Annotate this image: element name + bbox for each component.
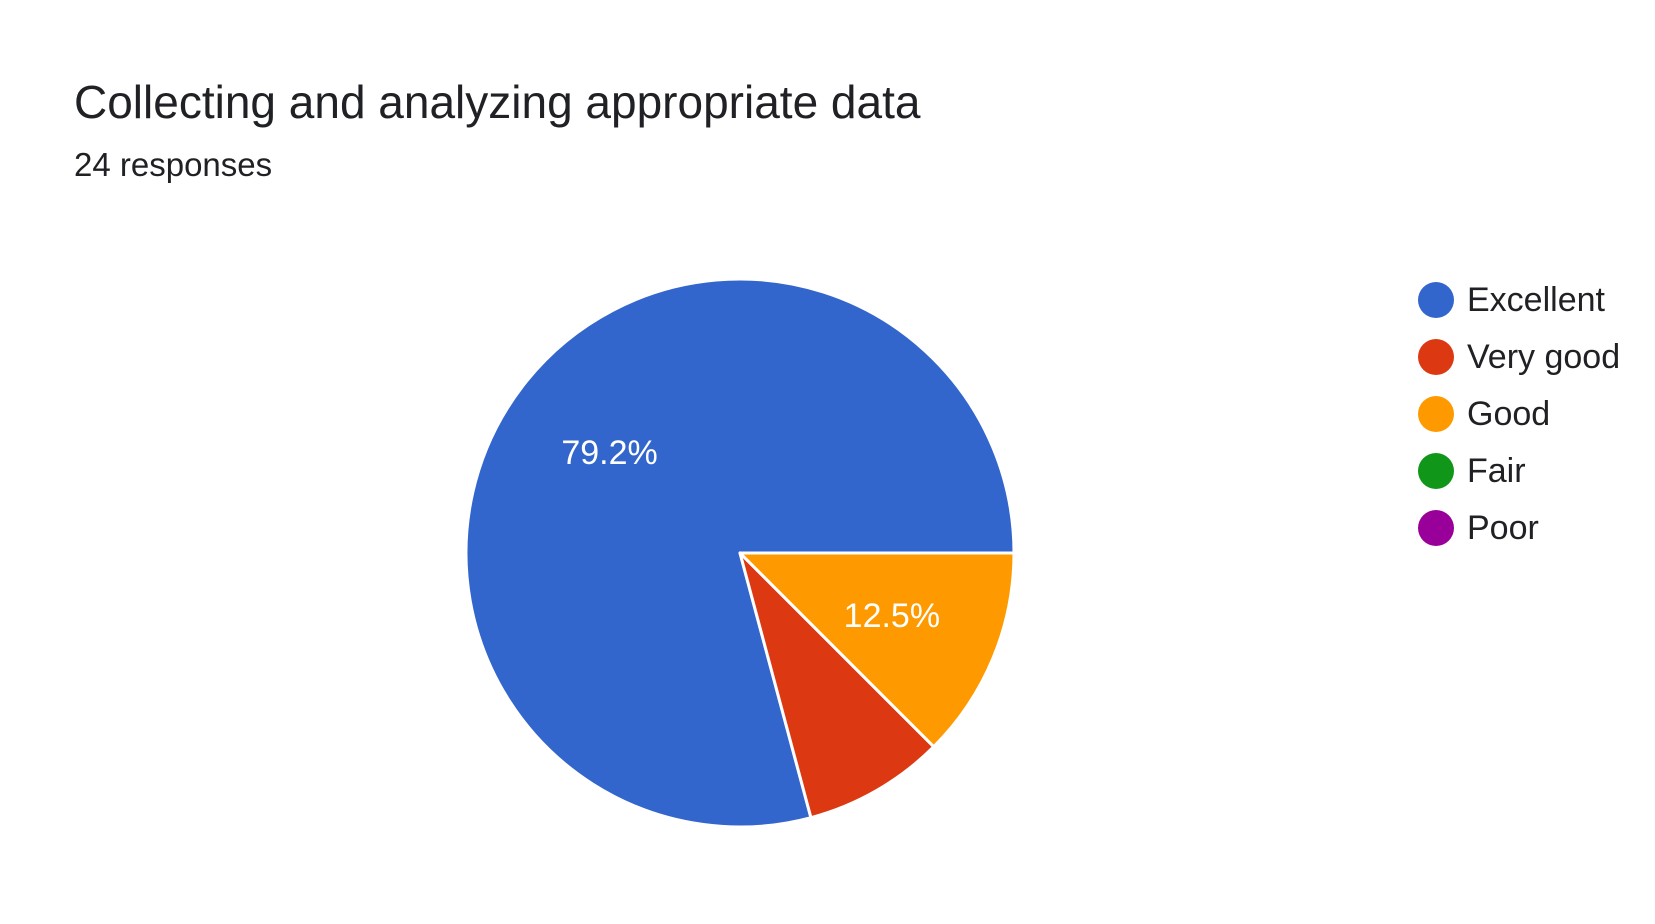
legend-swatch-fair bbox=[1418, 453, 1454, 489]
legend-swatch-good bbox=[1418, 396, 1454, 432]
pie-slice-excellent[interactable] bbox=[464, 277, 1016, 829]
response-count: 24 responses bbox=[74, 146, 273, 183]
legend-label-poor: Poor bbox=[1467, 509, 1539, 547]
legend-swatch-excellent bbox=[1418, 282, 1454, 318]
legend-swatch-very-good bbox=[1418, 339, 1454, 375]
pie-slice-good[interactable] bbox=[738, 551, 1016, 749]
pie-label-excellent: 79.2% bbox=[561, 434, 657, 472]
legend-label-good: Good bbox=[1467, 395, 1551, 433]
legend-label-very-good: Very good bbox=[1467, 338, 1621, 376]
legend-swatch-poor bbox=[1418, 510, 1454, 546]
pie-slice-very-good[interactable] bbox=[738, 551, 936, 820]
chart-title: Collecting and analyzing appropriate dat… bbox=[74, 76, 921, 128]
pie-label-good: 12.5% bbox=[844, 597, 940, 635]
legend-label-fair: Fair bbox=[1467, 452, 1526, 490]
legend-label-excellent: Excellent bbox=[1467, 281, 1605, 319]
